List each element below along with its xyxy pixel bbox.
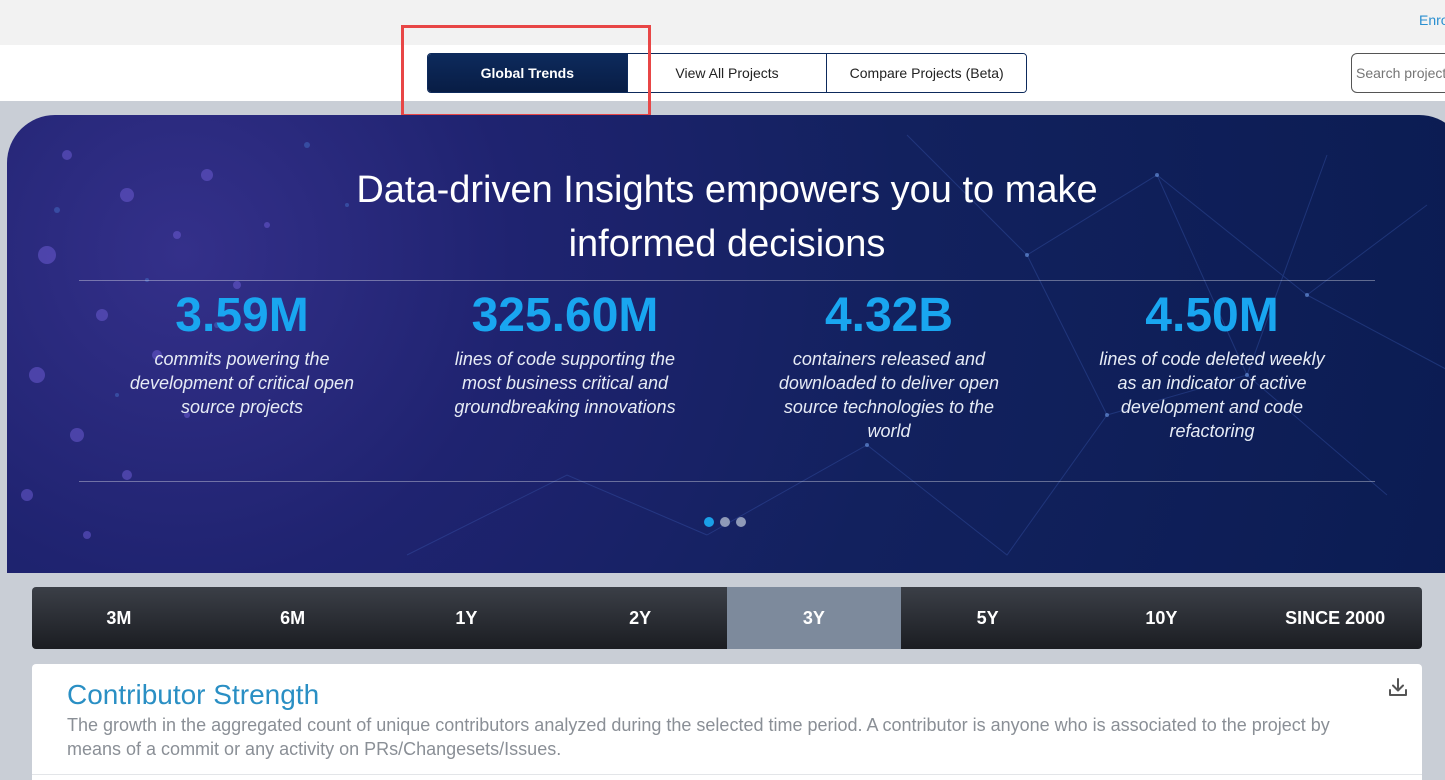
view-switcher: Global Trends View All Projects Compare … (427, 53, 1027, 93)
hero-banner: Data-driven Insights empowers you to mak… (7, 115, 1445, 573)
card-title: Contributor Strength (67, 679, 320, 710)
stat-description: containers released and downloaded to de… (778, 349, 1000, 441)
stat-value: 325.60M (471, 289, 659, 342)
nav-bar: Global Trends View All Projects Compare … (0, 45, 1445, 101)
stat-lines-deleted: 4.50M lines of code deleted weekly as an… (1092, 285, 1332, 443)
stat-description: lines of code deleted weekly as an indic… (1099, 349, 1325, 441)
hero-title-line-2: informed decisions (568, 223, 886, 265)
stat-description: commits powering the development of crit… (129, 349, 355, 417)
stat-commits: 3.59M commits powering the development o… (122, 285, 362, 419)
stat-value: 3.59M (175, 289, 309, 342)
period-3m[interactable]: 3M (106, 607, 132, 628)
search-input[interactable] (1351, 53, 1445, 93)
hero-title: Data-driven Insights empowers you to mak… (167, 163, 1287, 271)
period-5y[interactable]: 5Y (976, 607, 999, 628)
period-selector: 3M 6M 1Y 2Y 3Y 5Y 10Y SINCE 2000 (32, 587, 1422, 649)
carousel-dot[interactable] (736, 517, 746, 527)
contributor-strength-card: Contributor Strength The growth in the a… (32, 664, 1422, 780)
period-since-2000[interactable]: SINCE 2000 (1285, 607, 1386, 628)
period-6m[interactable]: 6M (280, 607, 306, 628)
enroll-link[interactable]: Enroll (1419, 12, 1445, 28)
period-1y[interactable]: 1Y (455, 607, 478, 628)
network-background (21, 134, 1445, 556)
stat-containers: 4.32B containers released and downloaded… (769, 285, 1009, 443)
hero-title-line-1: Data-driven Insights empowers you to mak… (356, 169, 1098, 211)
divider-bottom (79, 481, 1375, 482)
tab-global-trends[interactable]: Global Trends (428, 54, 628, 92)
download-icon[interactable] (1387, 676, 1409, 698)
card-description: The growth in the aggregated count of un… (67, 715, 1330, 759)
stat-lines-of-code: 325.60M lines of code supporting the mos… (445, 285, 685, 419)
period-3y[interactable]: 3Y (727, 587, 901, 649)
period-2y[interactable]: 2Y (629, 607, 652, 628)
carousel-dot[interactable] (704, 517, 714, 527)
tab-view-all-projects[interactable]: View All Projects (627, 54, 828, 92)
stat-value: 4.50M (1145, 289, 1279, 342)
carousel-indicators (704, 517, 746, 527)
stat-description: lines of code supporting the most busine… (454, 349, 676, 417)
divider-top (79, 280, 1375, 281)
carousel-dot[interactable] (720, 517, 730, 527)
period-10y[interactable]: 10Y (1145, 607, 1178, 628)
stat-value: 4.32B (824, 289, 954, 342)
top-strip: Enroll (0, 0, 1445, 45)
tab-compare-projects[interactable]: Compare Projects (Beta) (827, 54, 1026, 92)
card-divider (32, 774, 1422, 775)
